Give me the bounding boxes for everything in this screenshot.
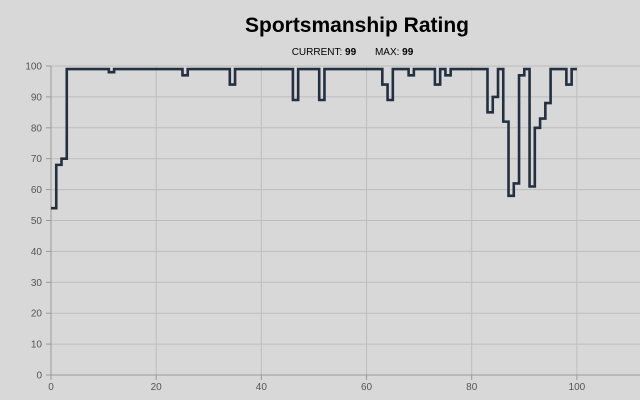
series-line [51,67,577,210]
y-tick-label: 30 [31,278,43,289]
current-label: CURRENT: [291,47,343,58]
max-value: 99 [402,47,414,58]
y-tick-label: 70 [31,154,43,165]
max-label: MAX: [374,47,400,58]
y-tick-label: 40 [31,247,43,258]
x-tick-label: 20 [151,382,163,393]
x-tick-label: 60 [361,382,373,393]
y-tick-label: 20 [31,309,43,320]
y-tick-label: 100 [25,62,42,73]
y-tick-label: 0 [36,371,42,382]
y-tick-label: 90 [31,92,43,103]
chart-title: Sportsmanship Rating [244,14,470,37]
y-tick-label: 80 [31,123,43,134]
y-tick-label: 60 [31,185,43,196]
x-tick-label: 80 [466,382,478,393]
current-value: 99 [345,47,357,58]
x-tick-label: 0 [48,382,54,393]
x-tick-label: 40 [256,382,268,393]
max-stat: MAX: 99 [375,47,413,58]
x-tick-label: 100 [569,382,586,393]
y-tick-label: 50 [31,216,43,227]
y-tick-label: 10 [31,340,43,351]
stats-row: CURRENT: 99 MAX: 99 [0,47,640,58]
current-stat: CURRENT: 99 [292,47,356,58]
